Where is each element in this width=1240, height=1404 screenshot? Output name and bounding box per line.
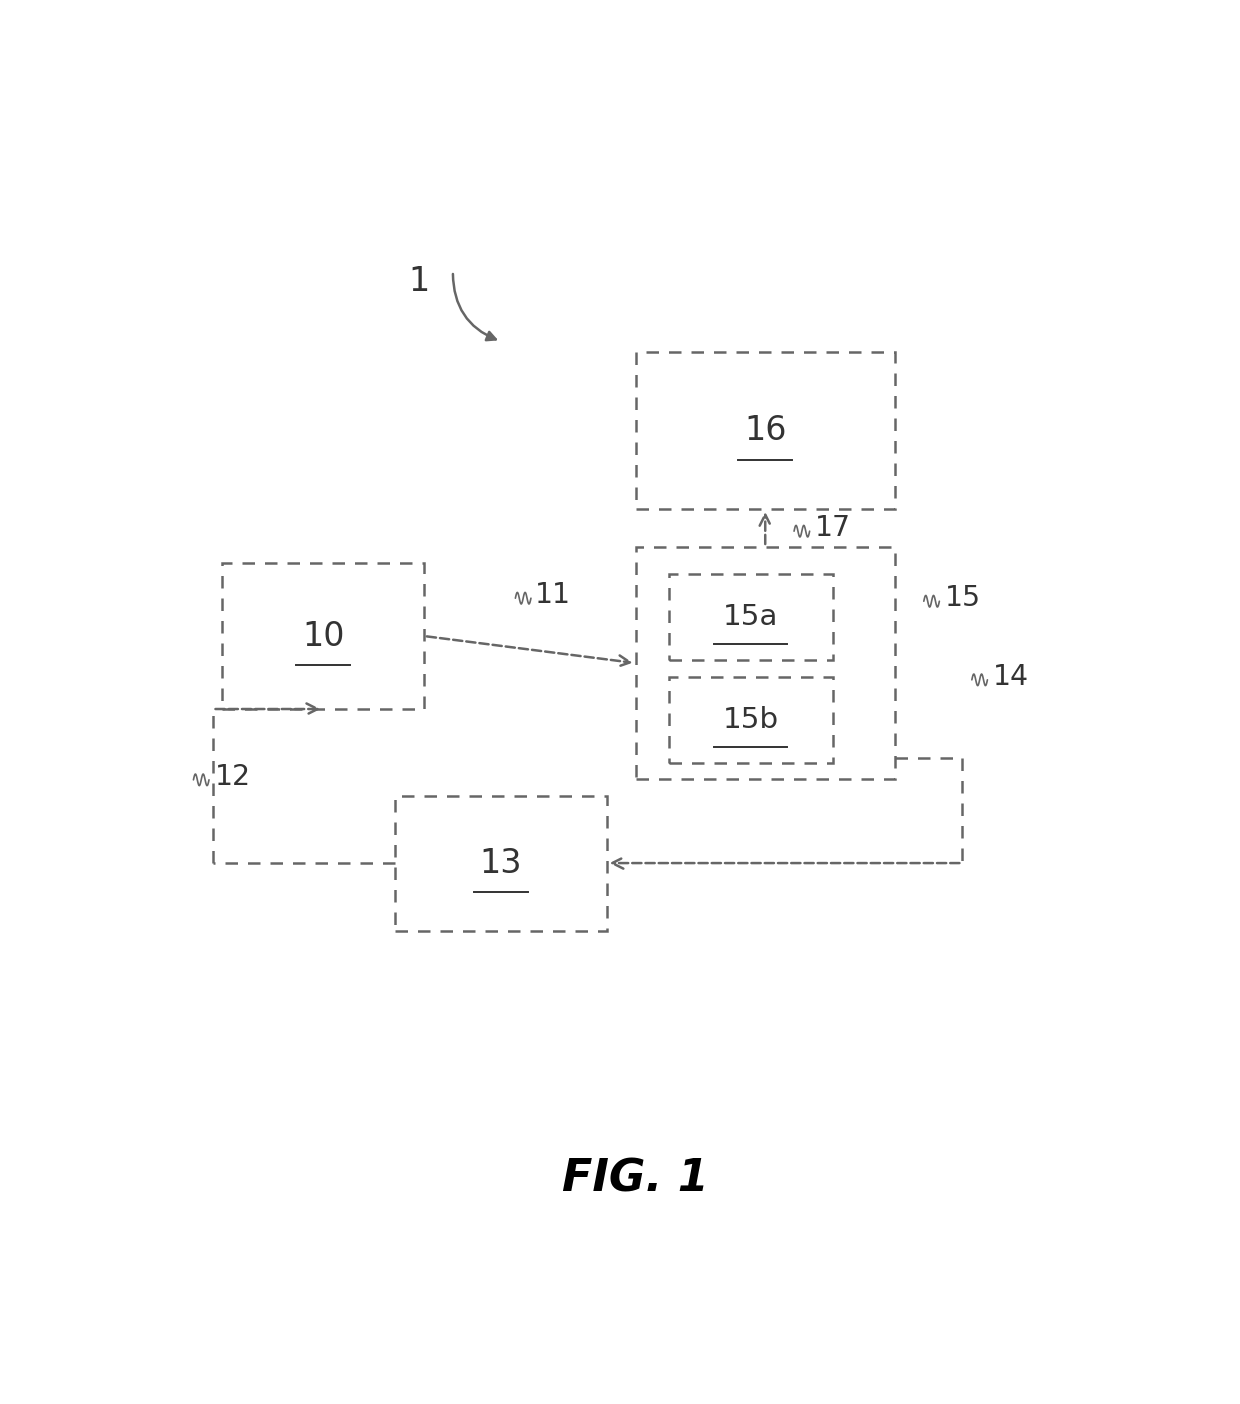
Text: 1: 1: [409, 265, 430, 299]
Bar: [670, 574, 832, 660]
Bar: [635, 352, 895, 510]
Text: 17: 17: [815, 514, 851, 542]
Text: 15: 15: [945, 584, 981, 612]
Text: 16: 16: [744, 414, 786, 446]
Text: 13: 13: [480, 847, 522, 879]
Text: 14: 14: [993, 663, 1029, 691]
Text: 10: 10: [301, 619, 345, 653]
Text: FIG. 1: FIG. 1: [562, 1158, 709, 1200]
Text: 15a: 15a: [723, 604, 779, 632]
Bar: [222, 563, 424, 709]
Text: 11: 11: [534, 581, 570, 609]
Bar: [396, 796, 606, 931]
Bar: [670, 677, 832, 764]
Text: 15b: 15b: [723, 706, 779, 734]
Bar: [635, 546, 895, 779]
Text: 12: 12: [215, 762, 250, 790]
